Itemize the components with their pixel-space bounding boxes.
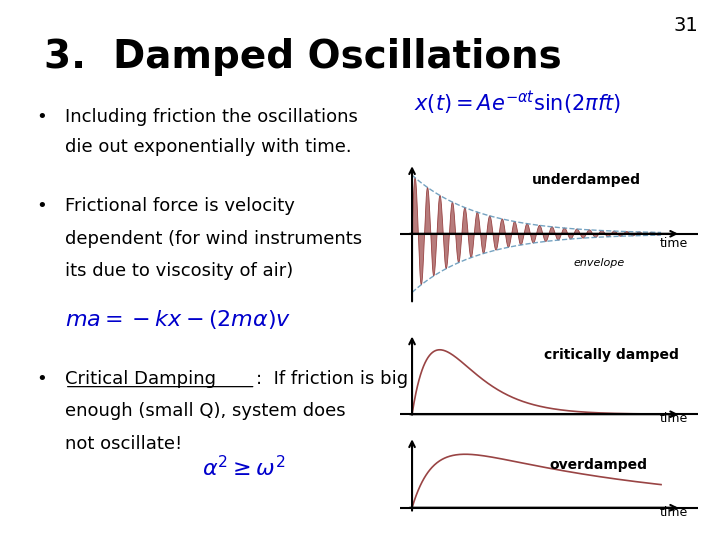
Text: die out exponentially with time.: die out exponentially with time. [65, 138, 351, 156]
Text: •: • [36, 370, 47, 388]
Text: enough (small Q), system does: enough (small Q), system does [65, 402, 346, 420]
Text: 31: 31 [674, 16, 698, 35]
Text: •: • [36, 108, 47, 126]
Text: Frictional force is velocity: Frictional force is velocity [65, 197, 294, 215]
Text: Critical Damping: Critical Damping [65, 370, 216, 388]
Text: time: time [660, 507, 688, 519]
Text: :  If friction is big: : If friction is big [256, 370, 408, 388]
Text: dependent (for wind instruments: dependent (for wind instruments [65, 230, 362, 247]
Text: Including friction the oscillations: Including friction the oscillations [65, 108, 358, 126]
Text: envelope: envelope [573, 258, 624, 268]
Text: critically damped: critically damped [544, 348, 679, 362]
Text: $x(t) = Ae^{-\alpha t}\sin(2\pi f t)$: $x(t) = Ae^{-\alpha t}\sin(2\pi f t)$ [414, 89, 621, 117]
Text: underdamped: underdamped [532, 173, 641, 187]
Text: not oscillate!: not oscillate! [65, 435, 182, 453]
Text: time: time [660, 412, 688, 425]
Text: •: • [36, 197, 47, 215]
Text: $ma = -kx-(2m\alpha)v$: $ma = -kx-(2m\alpha)v$ [65, 308, 291, 331]
Text: time: time [660, 237, 688, 249]
Text: $\alpha^2 \geq \omega^2$: $\alpha^2 \geq \omega^2$ [202, 456, 285, 482]
Text: 3.  Damped Oscillations: 3. Damped Oscillations [43, 38, 562, 76]
Text: its due to viscosity of air): its due to viscosity of air) [65, 262, 293, 280]
Text: overdamped: overdamped [550, 457, 648, 471]
